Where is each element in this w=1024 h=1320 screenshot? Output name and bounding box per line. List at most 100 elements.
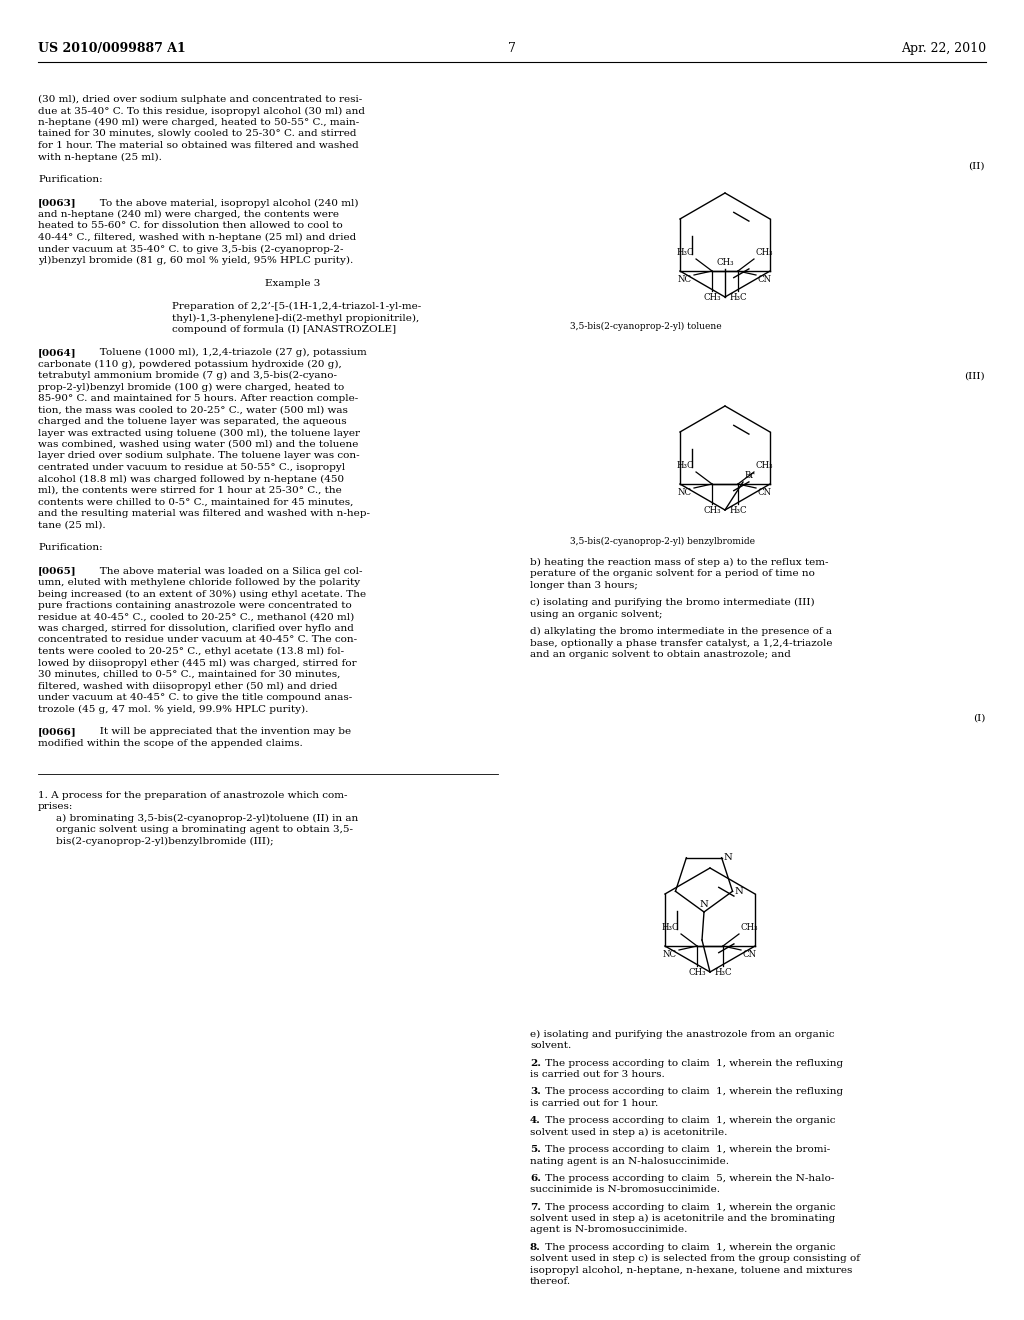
Text: 3,5-bis(2-cyanoprop-2-yl) benzylbromide: 3,5-bis(2-cyanoprop-2-yl) benzylbromide	[570, 537, 755, 546]
Text: H₃C: H₃C	[729, 506, 746, 515]
Text: carbonate (110 g), powdered potassium hydroxide (20 g),: carbonate (110 g), powdered potassium hy…	[38, 359, 342, 368]
Text: N: N	[724, 853, 732, 862]
Text: lowed by diisopropyl ether (445 ml) was charged, stirred for: lowed by diisopropyl ether (445 ml) was …	[38, 659, 356, 668]
Text: CH₃: CH₃	[741, 923, 759, 932]
Text: thyl)-1,3-phenylene]-di(2-methyl propionitrile),: thyl)-1,3-phenylene]-di(2-methyl propion…	[172, 314, 419, 322]
Text: The process according to claim  1, wherein the refluxing: The process according to claim 1, wherei…	[542, 1059, 843, 1068]
Text: The process according to claim  1, wherein the organic: The process according to claim 1, wherei…	[542, 1242, 836, 1251]
Text: Br: Br	[745, 471, 756, 480]
Text: compound of formula (I) [ANASTROZOLE]: compound of formula (I) [ANASTROZOLE]	[172, 325, 396, 334]
Text: d) alkylating the bromo intermediate in the presence of a: d) alkylating the bromo intermediate in …	[530, 627, 831, 636]
Text: 6.: 6.	[530, 1173, 541, 1183]
Text: for 1 hour. The material so obtained was filtered and washed: for 1 hour. The material so obtained was…	[38, 141, 358, 150]
Text: nating agent is an N-halosuccinimide.: nating agent is an N-halosuccinimide.	[530, 1156, 729, 1166]
Text: layer was extracted using toluene (300 ml), the toluene layer: layer was extracted using toluene (300 m…	[38, 429, 360, 438]
Text: contents were chilled to 0-5° C., maintained for 45 minutes,: contents were chilled to 0-5° C., mainta…	[38, 498, 353, 507]
Text: The process according to claim  5, wherein the N-halo-: The process according to claim 5, wherei…	[542, 1173, 835, 1183]
Text: centrated under vacuum to residue at 50-55° C., isopropyl: centrated under vacuum to residue at 50-…	[38, 463, 345, 473]
Text: under vacuum at 35-40° C. to give 3,5-bis (2-cyanoprop-2-: under vacuum at 35-40° C. to give 3,5-bi…	[38, 244, 343, 253]
Text: H₃C: H₃C	[729, 293, 746, 302]
Text: CH₃: CH₃	[716, 257, 734, 267]
Text: was charged, stirred for dissolution, clarified over hyflo and: was charged, stirred for dissolution, cl…	[38, 624, 354, 634]
Text: To the above material, isopropyl alcohol (240 ml): To the above material, isopropyl alcohol…	[90, 198, 358, 207]
Text: with n-heptane (25 ml).: with n-heptane (25 ml).	[38, 153, 162, 161]
Text: n-heptane (490 ml) were charged, heated to 50-55° C., main-: n-heptane (490 ml) were charged, heated …	[38, 117, 359, 127]
Text: tetrabutyl ammonium bromide (7 g) and 3,5-bis(2-cyano-: tetrabutyl ammonium bromide (7 g) and 3,…	[38, 371, 337, 380]
Text: solvent used in step c) is selected from the group consisting of: solvent used in step c) is selected from…	[530, 1254, 860, 1263]
Text: Purification:: Purification:	[38, 544, 102, 553]
Text: and n-heptane (240 ml) were charged, the contents were: and n-heptane (240 ml) were charged, the…	[38, 210, 339, 219]
Text: CH₃: CH₃	[756, 248, 773, 257]
Text: [0066]: [0066]	[38, 727, 77, 737]
Text: CH₃: CH₃	[688, 968, 706, 977]
Text: 40-44° C., filtered, washed with n-heptane (25 ml) and dried: 40-44° C., filtered, washed with n-hepta…	[38, 234, 356, 242]
Text: The process according to claim  1, wherein the bromi-: The process according to claim 1, wherei…	[542, 1144, 830, 1154]
Text: residue at 40-45° C., cooled to 20-25° C., methanol (420 ml): residue at 40-45° C., cooled to 20-25° C…	[38, 612, 354, 622]
Text: (30 ml), dried over sodium sulphate and concentrated to resi-: (30 ml), dried over sodium sulphate and …	[38, 95, 362, 104]
Text: Purification:: Purification:	[38, 176, 102, 185]
Text: solvent used in step a) is acetonitrile.: solvent used in step a) is acetonitrile.	[530, 1127, 727, 1137]
Text: The process according to claim  1, wherein the organic: The process according to claim 1, wherei…	[542, 1117, 836, 1125]
Text: organic solvent using a brominating agent to obtain 3,5-: organic solvent using a brominating agen…	[56, 825, 353, 834]
Text: tents were cooled to 20-25° C., ethyl acetate (13.8 ml) fol-: tents were cooled to 20-25° C., ethyl ac…	[38, 647, 344, 656]
Text: [0064]: [0064]	[38, 348, 77, 356]
Text: thereof.: thereof.	[530, 1278, 571, 1286]
Text: tane (25 ml).: tane (25 ml).	[38, 520, 105, 529]
Text: prises:: prises:	[38, 803, 74, 812]
Text: 8.: 8.	[530, 1242, 541, 1251]
Text: solvent.: solvent.	[530, 1041, 571, 1051]
Text: using an organic solvent;: using an organic solvent;	[530, 610, 663, 619]
Text: 3,5-bis(2-cyanoprop-2-yl) toluene: 3,5-bis(2-cyanoprop-2-yl) toluene	[570, 322, 722, 331]
Text: N: N	[734, 887, 743, 896]
Text: 7: 7	[508, 42, 516, 55]
Text: due at 35-40° C. To this residue, isopropyl alcohol (30 ml) and: due at 35-40° C. To this residue, isopro…	[38, 107, 365, 116]
Text: pure fractions containing anastrozole were concentrated to: pure fractions containing anastrozole we…	[38, 601, 352, 610]
Text: layer dried over sodium sulphate. The toluene layer was con-: layer dried over sodium sulphate. The to…	[38, 451, 359, 461]
Text: charged and the toluene layer was separated, the aqueous: charged and the toluene layer was separa…	[38, 417, 347, 426]
Text: bis(2-cyanoprop-2-yl)benzylbromide (III);: bis(2-cyanoprop-2-yl)benzylbromide (III)…	[56, 837, 273, 846]
Text: yl)benzyl bromide (81 g, 60 mol % yield, 95% HPLC purity).: yl)benzyl bromide (81 g, 60 mol % yield,…	[38, 256, 353, 265]
Text: H₃C: H₃C	[677, 461, 694, 470]
Text: 4.: 4.	[530, 1117, 541, 1125]
Text: (II): (II)	[969, 162, 985, 172]
Text: concentrated to residue under vacuum at 40-45° C. The con-: concentrated to residue under vacuum at …	[38, 635, 357, 644]
Text: alcohol (18.8 ml) was charged followed by n-heptane (450: alcohol (18.8 ml) was charged followed b…	[38, 474, 344, 483]
Text: CN: CN	[758, 488, 772, 498]
Text: filtered, washed with diisopropyl ether (50 ml) and dried: filtered, washed with diisopropyl ether …	[38, 681, 338, 690]
Text: It will be appreciated that the invention may be: It will be appreciated that the inventio…	[90, 727, 351, 737]
Text: heated to 55-60° C. for dissolution then allowed to cool to: heated to 55-60° C. for dissolution then…	[38, 222, 343, 231]
Text: H₃C: H₃C	[714, 968, 732, 977]
Text: 1. A process for the preparation of anastrozole which com-: 1. A process for the preparation of anas…	[38, 791, 347, 800]
Text: base, optionally a phase transfer catalyst, a 1,2,4-triazole: base, optionally a phase transfer cataly…	[530, 639, 833, 648]
Text: and an organic solvent to obtain anastrozole; and: and an organic solvent to obtain anastro…	[530, 649, 791, 659]
Text: (III): (III)	[965, 372, 985, 381]
Text: a) brominating 3,5-bis(2-cyanoprop-2-yl)toluene (II) in an: a) brominating 3,5-bis(2-cyanoprop-2-yl)…	[56, 813, 358, 822]
Text: umn, eluted with methylene chloride followed by the polarity: umn, eluted with methylene chloride foll…	[38, 578, 360, 587]
Text: The above material was loaded on a Silica gel col-: The above material was loaded on a Silic…	[90, 566, 362, 576]
Text: 85-90° C. and maintained for 5 hours. After reaction comple-: 85-90° C. and maintained for 5 hours. Af…	[38, 393, 358, 403]
Text: perature of the organic solvent for a period of time no: perature of the organic solvent for a pe…	[530, 569, 815, 578]
Text: solvent used in step a) is acetonitrile and the brominating: solvent used in step a) is acetonitrile …	[530, 1214, 836, 1224]
Text: c) isolating and purifying the bromo intermediate (III): c) isolating and purifying the bromo int…	[530, 598, 815, 607]
Text: The process according to claim  1, wherein the organic: The process according to claim 1, wherei…	[542, 1203, 836, 1212]
Text: 30 minutes, chilled to 0-5° C., maintained for 30 minutes,: 30 minutes, chilled to 0-5° C., maintain…	[38, 671, 340, 678]
Text: CN: CN	[758, 275, 772, 284]
Text: 5.: 5.	[530, 1144, 541, 1154]
Text: NC: NC	[678, 488, 692, 498]
Text: CN: CN	[743, 950, 757, 960]
Text: and the resulting material was filtered and washed with n-hep-: and the resulting material was filtered …	[38, 510, 370, 517]
Text: US 2010/0099887 A1: US 2010/0099887 A1	[38, 42, 185, 55]
Text: 3.: 3.	[530, 1088, 541, 1097]
Text: is carried out for 3 hours.: is carried out for 3 hours.	[530, 1071, 665, 1080]
Text: e) isolating and purifying the anastrozole from an organic: e) isolating and purifying the anastrozo…	[530, 1030, 835, 1039]
Text: was combined, washed using water (500 ml) and the toluene: was combined, washed using water (500 ml…	[38, 440, 358, 449]
Text: 7.: 7.	[530, 1203, 541, 1212]
Text: ml), the contents were stirred for 1 hour at 25-30° C., the: ml), the contents were stirred for 1 hou…	[38, 486, 342, 495]
Text: NC: NC	[678, 275, 692, 284]
Text: trozole (45 g, 47 mol. % yield, 99.9% HPLC purity).: trozole (45 g, 47 mol. % yield, 99.9% HP…	[38, 705, 308, 714]
Text: 2.: 2.	[530, 1059, 541, 1068]
Text: (I): (I)	[973, 714, 985, 723]
Text: succinimide is N-bromosuccinimide.: succinimide is N-bromosuccinimide.	[530, 1185, 720, 1195]
Text: prop-2-yl)benzyl bromide (100 g) were charged, heated to: prop-2-yl)benzyl bromide (100 g) were ch…	[38, 383, 344, 392]
Text: isopropyl alcohol, n-heptane, n-hexane, toluene and mixtures: isopropyl alcohol, n-heptane, n-hexane, …	[530, 1266, 852, 1275]
